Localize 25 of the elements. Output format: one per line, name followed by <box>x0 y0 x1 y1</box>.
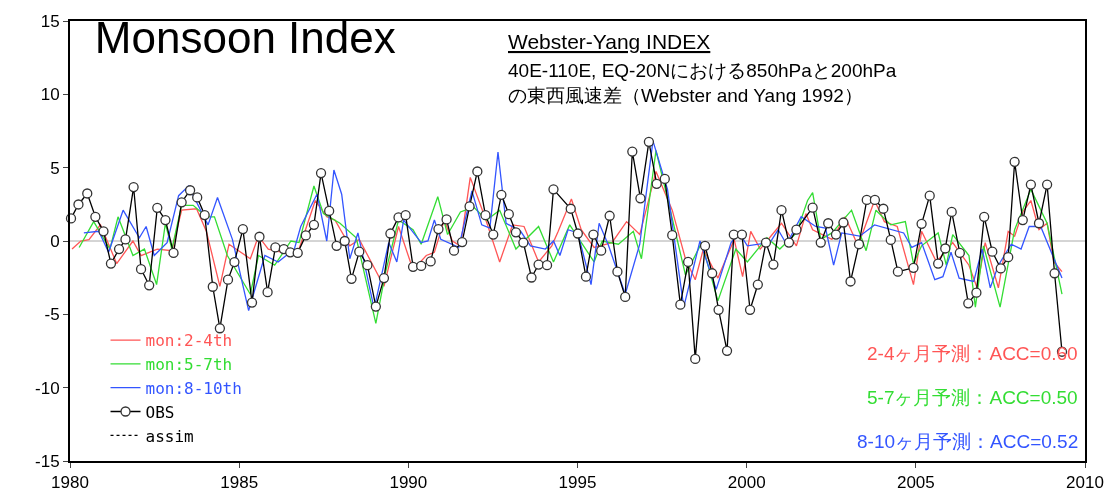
y-tick-label: 10 <box>40 85 60 105</box>
y-tick-label: -10 <box>35 378 60 398</box>
y-tick-label: 15 <box>40 11 60 31</box>
annotation: 2-4ヶ月予測：ACC=0.60 <box>867 343 1078 364</box>
legend-label: mon:8-10th <box>145 378 242 398</box>
x-tick-label: 2005 <box>896 473 935 493</box>
legend-label: mon:5-7th <box>145 355 233 375</box>
y-tick-label: -5 <box>44 305 60 325</box>
chart-title: Monsoon Index <box>94 13 396 63</box>
x-tick-label: 1995 <box>558 473 597 493</box>
x-tick-label: 1980 <box>51 473 89 493</box>
x-tick-label: 1985 <box>220 473 259 493</box>
y-tick-label: 0 <box>50 231 60 251</box>
annotation: 8-10ヶ月予測：ACC=0.52 <box>857 431 1079 452</box>
y-tick-label: -15 <box>35 451 60 471</box>
annotation: Webster-Yang INDEX <box>508 30 711 53</box>
x-tick-label: 2010 <box>1066 473 1104 493</box>
legend-label: OBS <box>145 402 175 422</box>
annotation: 40E-110E, EQ-20Nにおける850hPaと200hPa の東西風速差（Webster and Yang 1992） <box>508 60 897 106</box>
y-tick-label: 5 <box>50 158 60 178</box>
legend-label: assim <box>145 426 194 446</box>
x-tick-label: 2000 <box>727 473 766 493</box>
annotation: 5-7ヶ月予測：ACC=0.50 <box>867 387 1078 408</box>
legend-label: mon:2-4th <box>145 331 233 351</box>
x-tick-label: 1990 <box>389 473 428 493</box>
